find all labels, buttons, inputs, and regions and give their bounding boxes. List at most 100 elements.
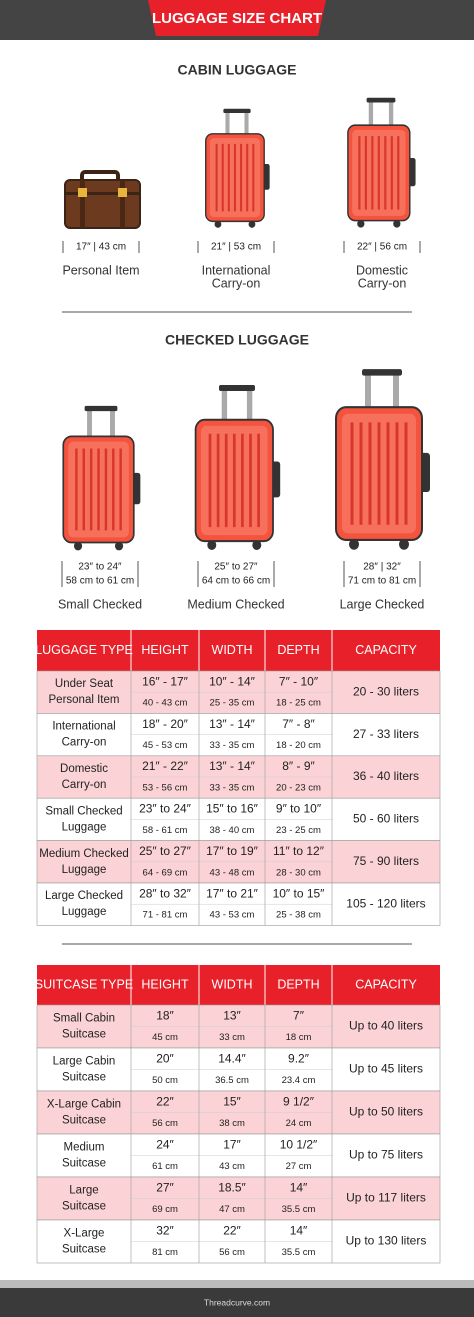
size-label: 17″ | 43 cm [76, 242, 126, 253]
dimension-inches: 10″ - 14″ [209, 674, 256, 688]
size-label: 58 cm to 61 cm [66, 576, 134, 587]
dimension-cm: 33 cm [219, 1032, 245, 1043]
dimension-inches: 9 1/2″ [283, 1095, 315, 1109]
column-header: LUGGAGE TYPE [35, 643, 133, 657]
size-label: 64 cm to 66 cm [202, 576, 270, 587]
dimension-cm: 27 cm [286, 1161, 312, 1172]
item-label: Small Checked [58, 597, 142, 611]
size-label: 28″ | 32″ [363, 562, 401, 573]
dimension-inches: 7″ [293, 1009, 305, 1023]
dimension-cm: 36.5 cm [215, 1075, 249, 1086]
dimension-inches: 14″ [290, 1224, 308, 1238]
briefcase [64, 170, 141, 229]
row-type: Small Checked [45, 805, 122, 817]
dimension-inches: 18″ [156, 1009, 174, 1023]
size-label: 23″ to 24″ [78, 562, 122, 573]
section-title: CABIN LUGGAGE [178, 62, 297, 78]
capacity: 27 - 33 liters [353, 727, 419, 741]
dimension-inches: 15″ [223, 1095, 241, 1109]
dimension-cm: 25 - 35 cm [210, 698, 255, 709]
dimension-inches: 22″ [223, 1224, 241, 1238]
dimension-inches: 23″ to 24″ [139, 802, 192, 816]
dimension-cm: 53 - 56 cm [143, 783, 188, 794]
dimension-cm: 58 - 61 cm [143, 825, 188, 836]
row-type: Luggage [62, 821, 107, 833]
dimension-inches: 8″ - 9″ [282, 759, 315, 773]
capacity: 36 - 40 liters [353, 769, 419, 783]
dimension-cm: 25 - 38 cm [276, 910, 321, 921]
row-type: Large [69, 1185, 98, 1197]
dimension-cm: 18 cm [286, 1032, 312, 1043]
column-header: WIDTH [212, 977, 253, 991]
column-header: SUITCASE TYPE [35, 977, 133, 991]
row-type: Suitcase [62, 1201, 106, 1213]
item-label: Large Checked [340, 597, 425, 611]
dimension-cm: 43 - 48 cm [210, 867, 255, 878]
capacity: Up to 45 liters [349, 1062, 423, 1076]
row-type: Suitcase [62, 1072, 106, 1084]
dimension-inches: 18″ - 20″ [142, 717, 189, 731]
row-type: Suitcase [62, 1158, 106, 1170]
footer-site: Threadcurve.com [204, 1297, 270, 1307]
item-label: Carry-on [212, 276, 261, 290]
suitcase [194, 384, 282, 552]
row-type: Carry-on [62, 737, 107, 749]
dimension-cm: 81 cm [152, 1247, 178, 1258]
column-header: WIDTH [212, 643, 253, 657]
dimension-inches: 17″ to 19″ [206, 844, 259, 858]
capacity: Up to 50 liters [349, 1105, 423, 1119]
item-label: Carry-on [358, 276, 407, 290]
dimension-cm: 64 - 69 cm [143, 867, 188, 878]
dimension-inches: 10 1/2″ [280, 1138, 318, 1152]
column-header: DEPTH [277, 977, 319, 991]
row-type: Large Checked [45, 890, 123, 902]
title: LUGGAGE SIZE CHART [152, 10, 322, 27]
dimension-inches: 7″ - 8″ [282, 717, 315, 731]
dimension-cm: 23 - 25 cm [276, 825, 321, 836]
dimension-inches: 24″ [156, 1138, 174, 1152]
dimension-inches: 25″ to 27″ [139, 844, 192, 858]
item-label: Personal Item [62, 263, 139, 277]
dimension-cm: 24 cm [286, 1118, 312, 1129]
capacity: Up to 40 liters [349, 1019, 423, 1033]
dimension-cm: 43 cm [219, 1161, 245, 1172]
capacity: 20 - 30 liters [353, 684, 419, 698]
dimension-inches: 20″ [156, 1052, 174, 1066]
row-type: International [52, 721, 115, 733]
dimension-cm: 38 cm [219, 1118, 245, 1129]
dimension-cm: 61 cm [152, 1161, 178, 1172]
row-type: Personal Item [49, 694, 120, 706]
row-type: Suitcase [62, 1115, 106, 1127]
suitcase [334, 368, 432, 552]
dimension-inches: 15″ to 16″ [206, 802, 259, 816]
dimension-inches: 13″ [223, 1009, 241, 1023]
size-label: 25″ to 27″ [214, 562, 258, 573]
column-header: CAPACITY [355, 977, 417, 991]
footer-bar [0, 1288, 474, 1317]
dimension-inches: 22″ [156, 1095, 174, 1109]
dimension-inches: 13″ - 14″ [209, 717, 256, 731]
capacity: Up to 117 liters [346, 1191, 426, 1205]
dimension-inches: 21″ - 22″ [142, 759, 189, 773]
dimension-cm: 20 - 23 cm [276, 783, 321, 794]
dimension-cm: 23.4 cm [282, 1075, 316, 1086]
table-row [36, 1047, 441, 1092]
size-label: 22″ | 56 cm [357, 242, 407, 253]
row-type: Medium Checked [39, 848, 128, 860]
capacity: 75 - 90 liters [353, 854, 419, 868]
dimension-cm: 47 cm [219, 1204, 245, 1215]
dimension-inches: 14.4″ [218, 1052, 246, 1066]
dimension-inches: 27″ [156, 1181, 174, 1195]
table-header [37, 630, 440, 671]
dimension-cm: 43 - 53 cm [210, 910, 255, 921]
dimension-inches: 16″ - 17″ [142, 674, 189, 688]
dimension-cm: 45 - 53 cm [143, 740, 188, 751]
row-type: Carry-on [62, 779, 107, 791]
dimension-cm: 35.5 cm [282, 1247, 316, 1258]
dimension-inches: 18.5″ [218, 1181, 246, 1195]
dimension-inches: 28″ to 32″ [139, 886, 192, 900]
dimension-inches: 10″ to 15″ [273, 886, 326, 900]
row-type: Medium [64, 1142, 105, 1154]
dimension-inches: 9.2″ [288, 1052, 310, 1066]
dimension-cm: 35.5 cm [282, 1204, 316, 1215]
